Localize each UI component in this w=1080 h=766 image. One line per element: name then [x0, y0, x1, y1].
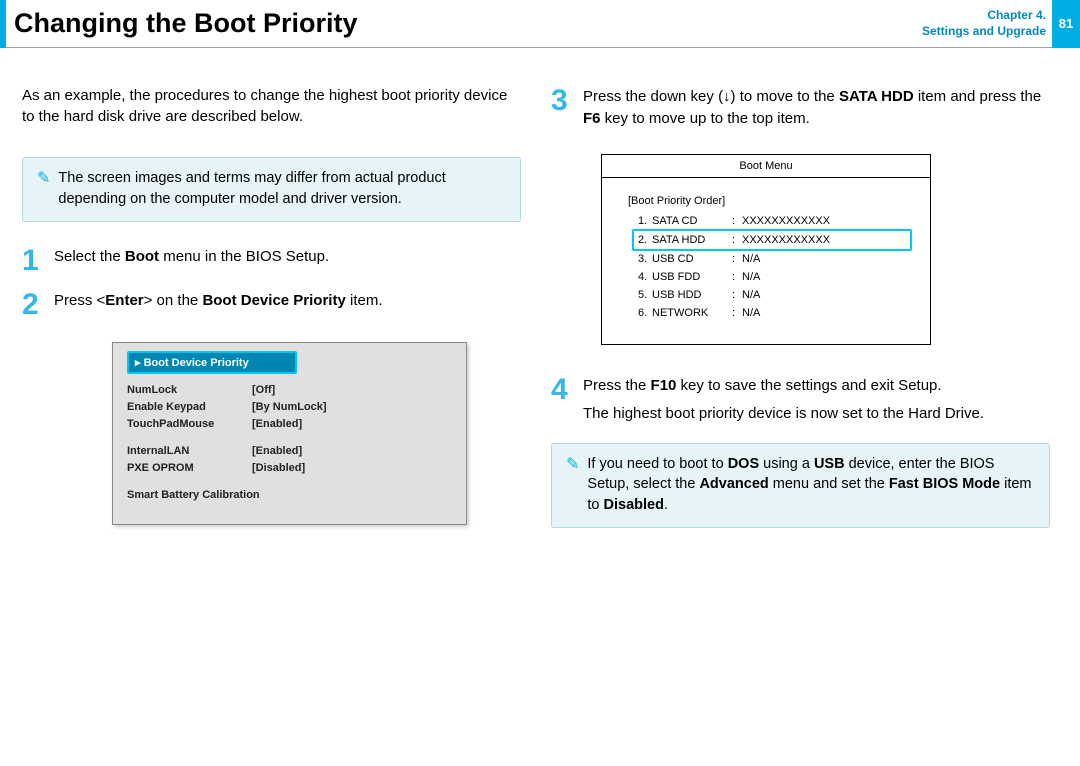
content-area: As an example, the procedures to change …	[0, 48, 1080, 552]
boot-item-index: 3.	[638, 250, 652, 268]
boot-item-index: 1.	[638, 212, 652, 230]
step-2-text: Press <Enter> on the Boot Device Priorit…	[54, 290, 383, 320]
boot-item-value: XXXXXXXXXXXX	[742, 231, 830, 249]
boot-item-name: USB CD	[652, 250, 732, 268]
step-3-number: 3	[551, 86, 573, 130]
header-accent-bar	[0, 0, 6, 48]
boot-menu-title: Boot Menu	[602, 155, 930, 178]
boot-item: 5.USB HDD:N/A	[638, 286, 906, 304]
note-box-1: ✎ The screen images and terms may differ…	[22, 157, 521, 222]
boot-item-name: SATA HDD	[652, 231, 732, 249]
left-column: As an example, the procedures to change …	[22, 86, 521, 552]
boot-item-name: USB FDD	[652, 268, 732, 286]
bios-footer-row: Smart Battery Calibration	[127, 487, 452, 504]
boot-menu-screenshot: Boot Menu [Boot Priority Order] 1.SATA C…	[601, 154, 931, 346]
boot-item-colon: :	[732, 231, 742, 249]
bios-row: PXE OPROM[Disabled]	[127, 460, 452, 477]
boot-item-colon: :	[732, 304, 742, 322]
boot-item-colon: :	[732, 250, 742, 268]
bios-row: NumLock[Off]	[127, 382, 452, 399]
bios-key: Enable Keypad	[127, 399, 252, 416]
bios-value: [Off]	[252, 382, 275, 399]
bios-highlighted-item: ▸ Boot Device Priority	[127, 351, 297, 374]
bios-settings-table: NumLock[Off]Enable Keypad[By NumLock]Tou…	[127, 382, 452, 504]
bios-value: [Enabled]	[252, 443, 302, 460]
page-header: Changing the Boot Priority Chapter 4. Se…	[0, 0, 1080, 48]
boot-menu-body: [Boot Priority Order] 1.SATA CD:XXXXXXXX…	[602, 178, 930, 345]
bios-key: TouchPadMouse	[127, 416, 252, 433]
bios-screenshot: ▸ Boot Device Priority NumLock[Off]Enabl…	[112, 342, 467, 525]
boot-item-name: SATA CD	[652, 212, 732, 230]
boot-item-value: XXXXXXXXXXXX	[742, 212, 830, 230]
boot-item: 4.USB FDD:N/A	[638, 268, 906, 286]
boot-item-index: 5.	[638, 286, 652, 304]
boot-item: 6.NETWORK:N/A	[638, 304, 906, 322]
note-box-2: ✎ If you need to boot to DOS using a USB…	[551, 443, 1050, 528]
boot-item-index: 6.	[638, 304, 652, 322]
bios-key: NumLock	[127, 382, 252, 399]
chapter-info: Chapter 4. Settings and Upgrade	[922, 8, 1052, 39]
bios-row: InternalLAN[Enabled]	[127, 443, 452, 460]
note-2-text: If you need to boot to DOS using a USB d…	[587, 454, 1035, 515]
intro-text: As an example, the procedures to change …	[22, 86, 521, 127]
boot-item-value: N/A	[742, 304, 760, 322]
note-icon: ✎	[566, 454, 579, 515]
page-title: Changing the Boot Priority	[14, 8, 922, 39]
boot-item-value: N/A	[742, 250, 760, 268]
boot-item: 3.USB CD:N/A	[638, 250, 906, 268]
note-icon: ✎	[37, 168, 50, 209]
bios-key: PXE OPROM	[127, 460, 252, 477]
boot-item-colon: :	[732, 286, 742, 304]
boot-item: 1.SATA CD:XXXXXXXXXXXX	[638, 212, 906, 230]
boot-item-index: 2.	[638, 231, 652, 249]
boot-item-colon: :	[732, 268, 742, 286]
bios-row: TouchPadMouse[Enabled]	[127, 416, 452, 433]
step-1: 1 Select the Boot menu in the BIOS Setup…	[22, 246, 521, 276]
boot-item-index: 4.	[638, 268, 652, 286]
boot-item-highlighted: 2.SATA HDD:XXXXXXXXXXXX	[632, 229, 912, 251]
boot-item-name: NETWORK	[652, 304, 732, 322]
step-2: 2 Press <Enter> on the Boot Device Prior…	[22, 290, 521, 320]
chapter-line2: Settings and Upgrade	[922, 24, 1046, 40]
bios-row: Enable Keypad[By NumLock]	[127, 399, 452, 416]
step-3-text: Press the down key (↓) to move to the SA…	[583, 86, 1050, 130]
bios-value: [Disabled]	[252, 460, 305, 477]
bios-value: [By NumLock]	[252, 399, 327, 416]
right-column: 3 Press the down key (↓) to move to the …	[551, 86, 1050, 552]
step-4: 4 Press the F10 key to save the settings…	[551, 375, 1050, 425]
boot-item-name: USB HDD	[652, 286, 732, 304]
boot-section-label: [Boot Priority Order]	[628, 192, 906, 210]
bios-value: [Enabled]	[252, 416, 302, 433]
step-1-text: Select the Boot menu in the BIOS Setup.	[54, 246, 329, 276]
page-number-badge: 81	[1052, 0, 1080, 48]
boot-item-colon: :	[732, 212, 742, 230]
step-3: 3 Press the down key (↓) to move to the …	[551, 86, 1050, 130]
note-1-text: The screen images and terms may differ f…	[58, 168, 506, 209]
boot-item-value: N/A	[742, 268, 760, 286]
step-4-text: Press the F10 key to save the settings a…	[583, 375, 984, 425]
bios-key: InternalLAN	[127, 443, 252, 460]
step-1-number: 1	[22, 246, 44, 276]
step-4-number: 4	[551, 375, 573, 425]
boot-item-value: N/A	[742, 286, 760, 304]
step-2-number: 2	[22, 290, 44, 320]
chapter-line1: Chapter 4.	[922, 8, 1046, 24]
